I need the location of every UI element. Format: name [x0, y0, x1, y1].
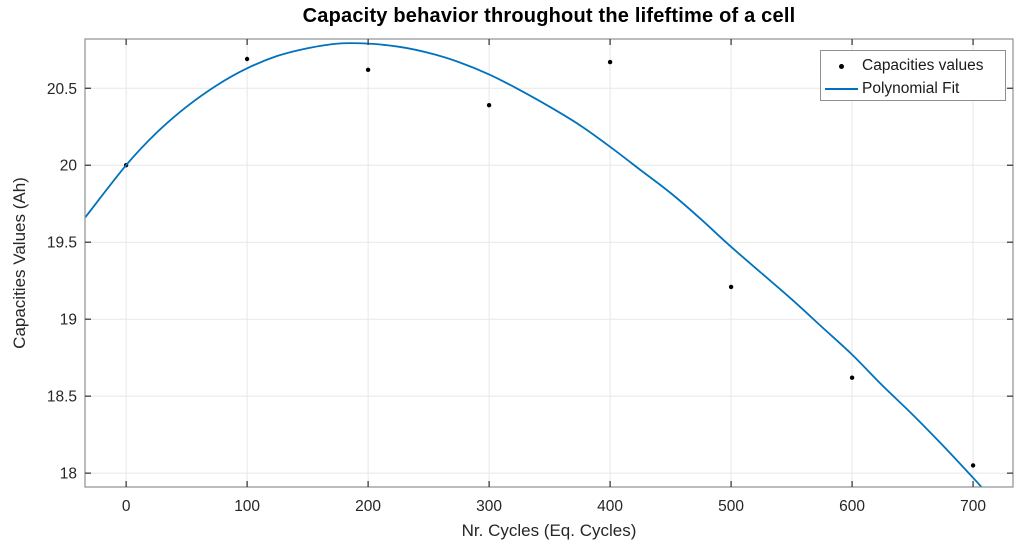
x-tick-label: 600: [839, 498, 865, 515]
y-tick-label: 20: [60, 158, 78, 175]
legend-marker-cell: [821, 87, 862, 90]
legend-item-capacities: Capacities values: [821, 55, 1005, 78]
x-tick-label: 200: [355, 498, 381, 515]
x-tick-label: 400: [597, 498, 623, 515]
y-tick-label: 19.5: [47, 235, 77, 252]
x-tick-label: 500: [718, 498, 744, 515]
legend-label: Polynomial Fit: [862, 79, 960, 97]
data-point: [607, 59, 613, 65]
legend-label: Capacities values: [862, 57, 984, 75]
legend-marker-cell: [821, 63, 862, 69]
tick-labels: 0 100 200 300 400 500 600 700 18 18.5 19 19.5 20 20.5: [47, 81, 987, 515]
y-axis-label: Capacities Values (Ah): [10, 177, 29, 349]
x-tick-label: 300: [476, 498, 502, 515]
chart-title: Capacity behavior throughout the lifefti…: [302, 5, 796, 27]
y-tick-label: 18: [60, 466, 77, 483]
legend-box: Capacities values Polynomial Fit: [820, 50, 1006, 101]
plot-border: [84, 38, 1014, 488]
x-tick-label: 700: [960, 498, 986, 515]
data-point: [365, 67, 371, 73]
legend-item-polyfit: Polynomial Fit: [821, 78, 1005, 101]
line-marker-icon: [825, 87, 858, 90]
x-tick-label: 0: [122, 498, 131, 515]
x-axis-label: Nr. Cycles (Eq. Cycles): [461, 521, 637, 540]
scatter-marker-icon: [839, 63, 844, 69]
x-tick-label: 100: [234, 498, 260, 515]
y-tick-label: 20.5: [47, 81, 77, 98]
data-point: [728, 284, 734, 290]
data-point: [849, 375, 855, 380]
y-tick-label: 19: [60, 312, 77, 329]
polynomial-fit-line: [85, 42, 983, 487]
data-point: [486, 103, 492, 108]
y-tick-label: 18.5: [47, 389, 77, 406]
data-point: [244, 56, 250, 62]
data-point: [970, 463, 976, 468]
axes-frame: [84, 38, 1014, 488]
data-series: [85, 42, 983, 487]
